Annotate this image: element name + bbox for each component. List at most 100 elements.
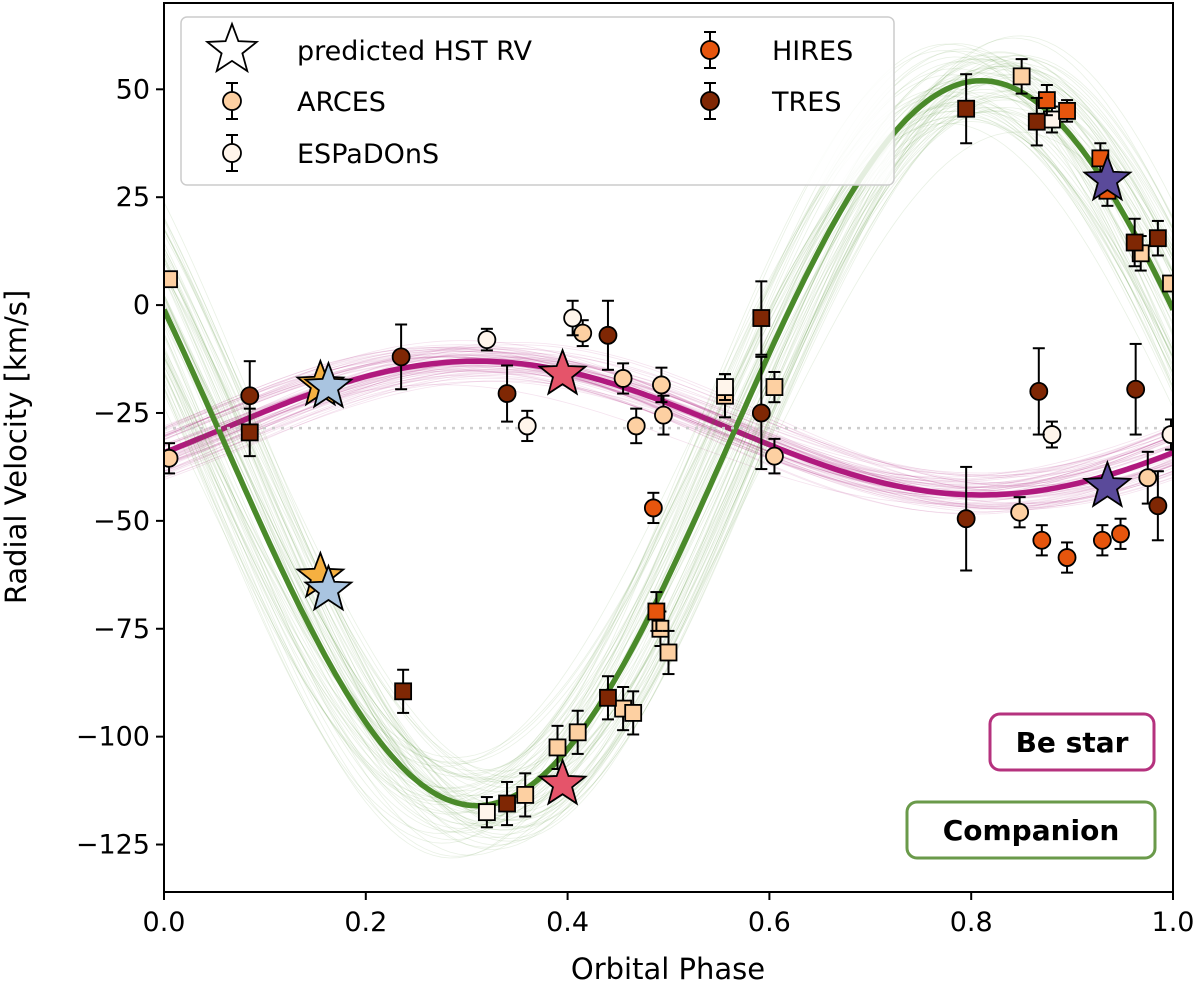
posterior-sample-companion: [164, 94, 1173, 821]
legend-entry-espadons: ESPaDOnS: [222, 134, 439, 172]
annotations: Be star Companion: [905, 712, 1157, 860]
square-marker: [498, 794, 516, 813]
legend-label: ARCES: [297, 87, 386, 118]
axes: 0.0 0.2 0.4 0.6 0.8 1.0 50 25 0 −25 −50 −75 −100 −125: [76, 74, 1195, 938]
posterior-sample-companion: [164, 58, 1173, 797]
posterior-sample-companion: [164, 50, 1173, 834]
series-tres-be-star: [240, 299, 1168, 572]
y-tick-label: −25: [93, 398, 150, 429]
circle-marker: [1092, 530, 1112, 550]
series-tres-companion: [240, 73, 1167, 827]
y-tick-label: −100: [76, 722, 150, 753]
square-marker: [240, 423, 259, 442]
circle-marker: [1111, 524, 1130, 544]
posterior-sample-companion: [164, 43, 1173, 844]
circle-marker: [563, 308, 583, 328]
posterior-sample-companion: [164, 105, 1173, 804]
square-marker: [1012, 67, 1031, 86]
posterior-sample-companion: [164, 74, 1173, 793]
series-hires-be-star: [643, 491, 1130, 574]
circle-marker: [1057, 548, 1077, 567]
hst-star-marker: [1082, 153, 1133, 202]
square-marker: [548, 738, 567, 757]
circle-marker: [652, 375, 671, 395]
posterior-sample-companion: [164, 116, 1173, 763]
posterior-sample-be-star: [164, 372, 1173, 507]
circle-marker: [391, 347, 411, 367]
posterior-sample-companion: [164, 79, 1173, 825]
square-marker: [568, 723, 587, 742]
posterior-sample-companion: [164, 103, 1173, 789]
series-espadons-be-star: [477, 299, 1173, 451]
y-tick-label: −75: [93, 614, 150, 645]
y-tick-label: −125: [76, 830, 150, 861]
legend-entry-predicted-hst-rv: predicted HST RV: [204, 21, 532, 74]
circle-marker: [240, 386, 260, 406]
circle-marker: [598, 325, 618, 345]
square-marker: [1037, 91, 1056, 109]
square-marker: [1148, 229, 1167, 248]
square-marker: [752, 309, 771, 327]
posterior-sample-companion: [164, 91, 1173, 767]
circle-marker: [164, 448, 179, 468]
posterior-sample-companion: [164, 56, 1173, 859]
square-marker: [516, 786, 535, 804]
posterior-sample-be-star: [164, 348, 1173, 480]
series-predicted-hst-rv-be-star: [295, 347, 1133, 508]
posterior-sample-companion: [164, 121, 1173, 775]
posterior-sample-be-star: [164, 365, 1173, 504]
posterior-sample-companion: [164, 50, 1173, 833]
circle-marker: [643, 498, 663, 518]
posterior-sample-companion: [164, 43, 1173, 841]
posterior-sample-companion: [164, 96, 1173, 816]
y-tick-label: 25: [116, 182, 150, 213]
legend-circle-marker: [222, 143, 242, 163]
best-fit-curve-companion: [164, 77, 1173, 809]
square-marker: [599, 688, 617, 707]
legend-entry-hires: HIRES: [700, 31, 853, 69]
legend-entry-arces: ARCES: [222, 82, 386, 120]
square-marker: [659, 643, 678, 662]
label-box-text: Be star: [1016, 726, 1129, 759]
posterior-sample-companion: [164, 111, 1173, 779]
square-marker: [1027, 112, 1046, 131]
circle-marker: [626, 416, 646, 436]
circle-marker: [751, 403, 771, 423]
square-marker: [647, 602, 666, 621]
label-box-be-star: Be star: [988, 712, 1156, 772]
posterior-sample-companion: [164, 58, 1173, 856]
posterior-sample-companion: [164, 78, 1173, 834]
x-axis-label: Orbital Phase: [571, 952, 765, 986]
circle-marker: [477, 330, 497, 350]
hst-star-marker: [1082, 459, 1133, 508]
circle-marker: [1161, 425, 1173, 444]
legend-circle-marker: [700, 40, 720, 60]
x-tick-label: 1.0: [1152, 907, 1195, 938]
posterior-sample-companion: [164, 95, 1173, 780]
circle-marker: [1042, 425, 1062, 444]
posterior-sample-companion: [164, 131, 1173, 785]
posterior-sample-companion: [164, 106, 1173, 781]
circle-marker: [1010, 502, 1030, 522]
posterior-sample-companion: [164, 92, 1173, 772]
x-tick-label: 0.4: [546, 907, 589, 938]
legend-frame: [180, 16, 895, 186]
legend-circle-marker: [700, 91, 720, 111]
circle-marker: [613, 369, 633, 388]
series-arces-be-star: [164, 319, 1158, 529]
posterior-sample-companion: [164, 101, 1173, 813]
square-marker: [1162, 274, 1173, 293]
series-hires-companion: [647, 83, 1117, 632]
posterior-sample-companion: [164, 87, 1173, 806]
legend-label: ESPaDOnS: [297, 139, 439, 170]
circle-marker: [573, 323, 593, 343]
posterior-sample-companion: [164, 48, 1173, 829]
posterior-sample-companion: [164, 105, 1173, 815]
square-marker: [651, 619, 670, 638]
series-predicted-hst-rv-companion: [295, 153, 1133, 806]
posterior-sample-be-star: [164, 349, 1173, 486]
posterior-sample-companion: [164, 95, 1173, 803]
circle-marker: [517, 416, 537, 436]
posterior-sample-companion: [164, 79, 1173, 792]
